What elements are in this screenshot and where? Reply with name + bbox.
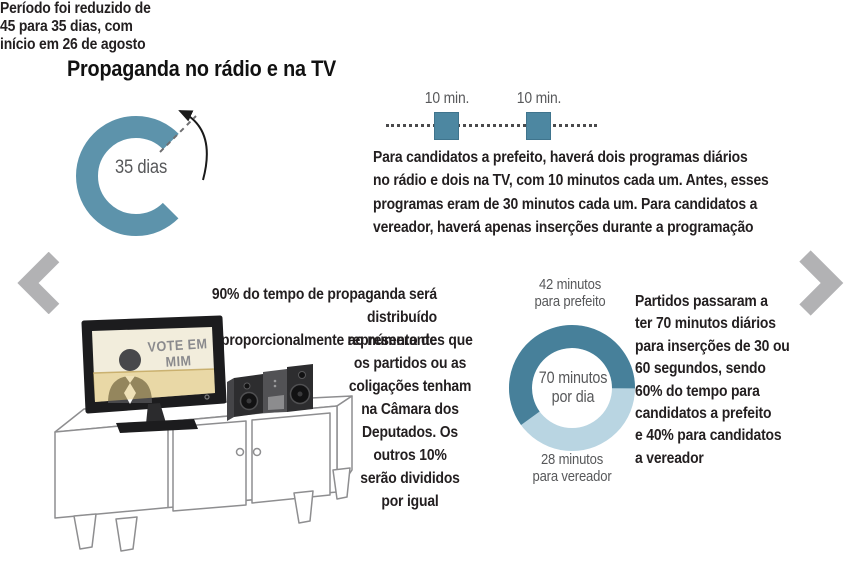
reduction-arrow	[178, 110, 208, 181]
schedule-dotted-line	[386, 124, 597, 127]
cabinet-door-left	[172, 420, 247, 512]
cabinet-leg	[332, 467, 351, 500]
screen-lower-band	[93, 369, 215, 402]
programs-description: Para candidatos a prefeito, haverá dois …	[373, 149, 769, 236]
program-block-1	[434, 112, 459, 140]
reduction-dashed-marker	[159, 115, 197, 153]
insertions-description: Partidos passaram a ter 70 minutos diári…	[635, 293, 790, 467]
tv-stand-base	[116, 419, 198, 433]
segment-prefeito	[509, 325, 635, 451]
tv-set	[81, 315, 227, 433]
tv-cabinet	[54, 395, 353, 552]
tv-stand-neck	[146, 403, 166, 424]
cabinet-door-right	[251, 412, 331, 504]
donut-label-prefeito: 42 minutos para prefeito	[534, 276, 606, 310]
chevron-right-icon	[799, 250, 844, 316]
page-title: Propaganda no rádio e na TV	[67, 56, 337, 81]
stereo-system	[227, 364, 313, 421]
chevron-left-icon	[17, 251, 60, 315]
insertions-donut-center-label: 70 minutos por dia	[538, 369, 608, 406]
cabinet-leg	[73, 513, 97, 550]
period-donut-chart	[76, 110, 208, 236]
door-knob-left	[235, 447, 245, 457]
program-block-2	[526, 112, 551, 140]
distribution-intro-text: 90% do tempo de propaganda será distribu…	[211, 286, 437, 349]
tv-power-led	[204, 394, 210, 400]
insertions-donut-chart	[509, 325, 635, 451]
program-duration-label-1: 10 min.	[424, 90, 470, 107]
period-arc	[76, 116, 196, 236]
carousel-next-button[interactable]	[799, 250, 845, 316]
tv-illustration	[54, 315, 353, 552]
period-donut-center-label: 35 dias	[114, 157, 168, 178]
cabinet-leg	[115, 516, 138, 552]
door-knob-right	[252, 447, 262, 457]
stereo-display	[268, 395, 284, 410]
tv-screen-text: VOTE EM MIM	[147, 335, 208, 370]
period-description: Período foi reduzido de 45 para 35 dias,…	[0, 0, 151, 53]
distribution-body-text: representantes que os partidos ou as col…	[347, 332, 473, 510]
donut-label-vereador: 28 minutos para vereador	[532, 451, 612, 485]
cabinet-leg	[293, 490, 314, 524]
carousel-prev-button[interactable]	[14, 251, 60, 315]
program-duration-label-2: 10 min.	[516, 90, 562, 107]
